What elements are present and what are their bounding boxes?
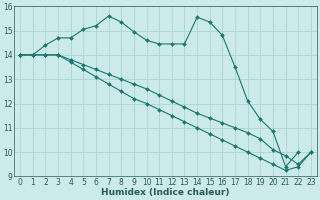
X-axis label: Humidex (Indice chaleur): Humidex (Indice chaleur) bbox=[101, 188, 230, 197]
